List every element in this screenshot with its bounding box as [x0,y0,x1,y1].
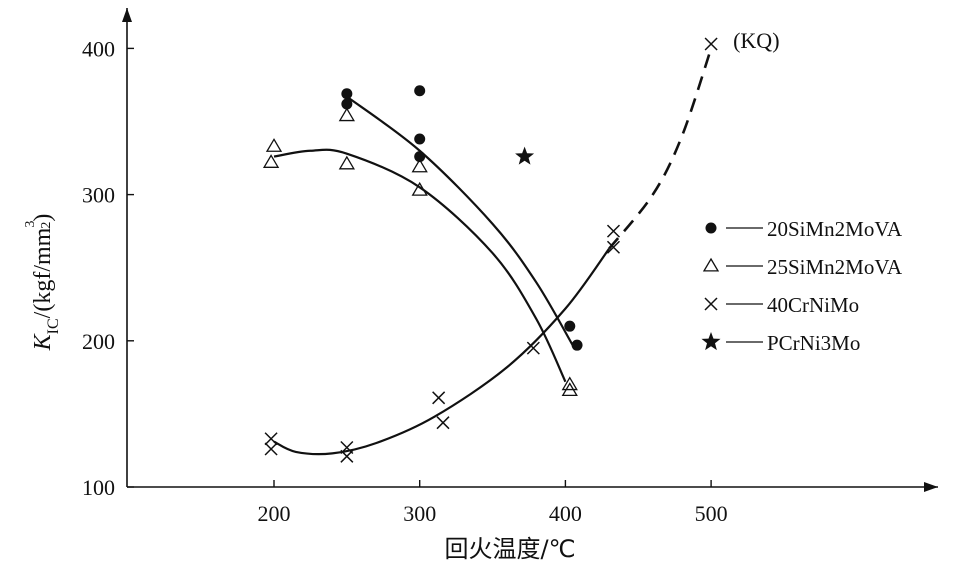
y-label-exp-den: 2 [39,222,54,229]
curve-20simn2mova [346,95,574,346]
x-tick-label: 500 [695,501,728,526]
annotation-label: (KQ) [733,28,779,53]
annotations: (KQ) [733,28,779,53]
curve-40crnimo [273,248,610,456]
point-20simn2mova [341,88,353,100]
point-25simn2mova [561,376,578,391]
point-20simn2mova [564,320,576,332]
point-40crnimo [264,432,278,446]
point-40crnimo [436,416,450,430]
point-25simn2mova [262,154,280,168]
point-20simn2mova [341,98,353,110]
y-tick-label: 200 [82,329,115,354]
point-20simn2mova [414,85,426,97]
y-label-symbol: K [30,332,56,351]
point-40crnimo [432,391,446,405]
point-25simn2mova [338,107,355,122]
curve-25simn2mova [273,148,567,383]
axis-labels: 回火温度/℃ KIC/(kgf/mm32) [23,214,576,563]
point-20simn2mova [414,133,426,145]
legend-label: PCrNi3Mo [767,331,860,355]
y-axis-label: KIC/(kgf/mm32) [23,214,62,352]
curve-dashed-40crnimo [608,47,713,250]
point-20simn2mova [571,339,583,351]
point-pcrni3mo [515,146,535,165]
legend-label: 20SiMn2MoVA [767,217,903,241]
legend-item: 40CrNiMo [704,293,859,317]
y-label-exp-num: 3 [23,221,38,228]
legend-label: 25SiMn2MoVA [767,255,903,279]
point-25simn2mova [411,158,428,173]
x-tick-label: 400 [549,501,582,526]
y-tick-label: 300 [82,183,115,208]
point-40crnimo [264,442,278,456]
point-20simn2mova [414,151,426,163]
y-label-subscript: IC [45,318,62,334]
axes: 200 300 400 500 100 200 300 400 [82,8,938,526]
x-axis-label: 回火温度/℃ [444,535,575,563]
data-points [262,37,718,463]
legend-marker [701,332,721,351]
legend-label: 40CrNiMo [767,293,859,317]
x-tick-label: 300 [403,501,436,526]
y-tick-label: 100 [82,475,115,500]
y-label-close: ) [30,214,56,222]
point-40crnimo [340,449,354,463]
legend-item: 20SiMn2MoVA [705,217,903,241]
point-40crnimo [526,341,540,355]
point-40crnimo [704,37,718,51]
legend-item: 25SiMn2MoVA [702,255,903,279]
legend-marker [702,257,720,272]
y-tick-label: 400 [82,36,115,61]
point-25simn2mova [411,181,428,196]
legend-marker [705,222,717,234]
legend: 20SiMn2MoVA 25SiMn2MoVA 40CrNiMo PCrNi3Mo [701,217,903,355]
point-25simn2mova [338,155,355,170]
y-label-unit: /(kgf/mm [30,227,56,318]
x-tick-label: 200 [258,501,291,526]
point-40crnimo [606,224,621,238]
point-25simn2mova [561,382,578,397]
fit-curves [273,47,713,456]
svg-text:KIC/(kgf/mm32): KIC/(kgf/mm32) [23,214,62,352]
x-axis-arrow [924,482,938,492]
legend-marker [704,297,718,311]
legend-item: PCrNi3Mo [701,331,860,355]
point-40crnimo [606,240,621,254]
y-axis-arrow [122,8,132,22]
point-25simn2mova [265,138,283,152]
